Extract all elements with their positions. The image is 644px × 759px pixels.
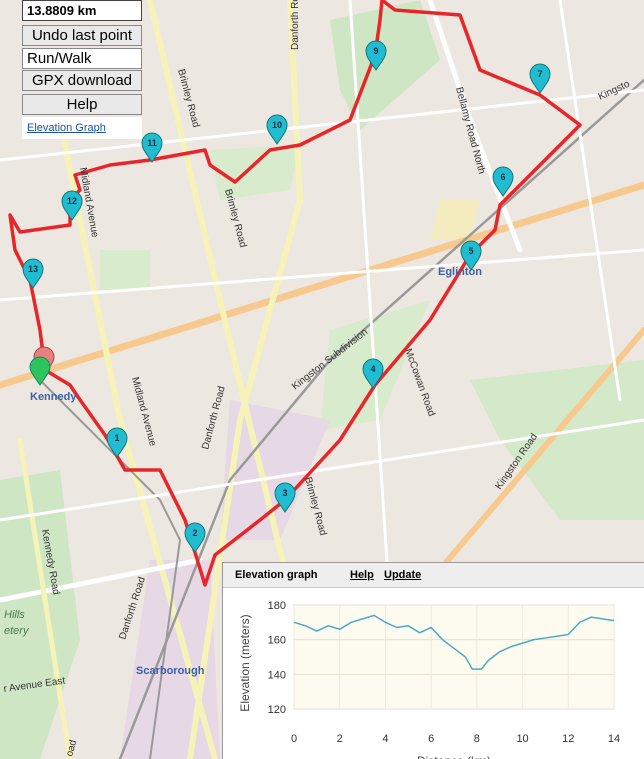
route-marker [61,190,83,221]
panel-header: Elevation graph Help Update [223,563,644,588]
x-tick-label: 0 [291,733,297,745]
x-tick-label: 10 [516,733,528,745]
marker-number: 10 [272,120,282,130]
x-axis-title: Distance (km) [417,754,491,759]
place-label: Kennedy [30,391,77,403]
route-marker [266,114,288,145]
x-tick-label: 4 [382,733,388,745]
route-marker [492,166,514,197]
route-marker [184,522,206,553]
route-marker [362,358,384,389]
route-marker [529,63,551,94]
place-label: Eglinton [438,266,482,278]
start-end-markers [29,346,55,386]
gpx-button[interactable]: GPX download [22,70,142,91]
place-label: Hills [4,609,25,621]
marker-number: 6 [500,172,505,182]
route-marker [460,240,482,271]
panel-title: Elevation graph [235,569,318,581]
marker-number: 7 [537,69,542,79]
y-tick-label: 180 [268,600,286,612]
marker-number: 12 [67,196,77,206]
marker-number: 11 [147,138,157,148]
plot-area [293,604,615,710]
marker-number: 5 [468,246,473,256]
elevation-line [293,614,615,670]
marker-number: 3 [282,488,287,498]
marker-number: 9 [373,46,378,56]
mode-select[interactable]: Run/Walk [22,48,142,69]
marker-number: 1 [114,433,119,443]
panel-help[interactable]: Help [350,569,374,581]
y-axis-title: Elevation (meters) [238,614,252,711]
marker-number: 13 [28,264,38,274]
route-marker [22,258,44,289]
road-label: Danforth Road [290,0,301,50]
x-tick-label: 2 [337,733,343,745]
place-label: Scarborough [136,665,205,677]
route-marker [274,482,296,513]
marker-number: 4 [370,364,375,374]
x-tick-label: 8 [474,733,480,745]
marker-number: 2 [192,528,197,538]
x-tick-label: 14 [608,733,620,745]
elevation-link[interactable]: Elevation Graph [22,117,142,139]
y-tick-label: 140 [268,669,286,681]
y-tick-label: 160 [268,635,286,647]
y-tick-label: 120 [268,704,286,716]
distance-display: 13.8809 km [22,0,142,21]
x-tick-label: 6 [428,733,434,745]
route-marker [106,427,128,458]
elevation-chart: 120 140 160 180 0 2 4 6 8 10 12 14 Elevation (meters… [238,600,620,759]
route-marker [141,132,163,163]
elevation-panel: Elevation graph Help Update 120 140 160 180… [222,562,644,759]
undo-button[interactable]: Undo last point [22,25,142,46]
road-label: oad [64,739,79,758]
panel-update[interactable]: Update [384,569,422,581]
route-marker [365,40,387,71]
x-tick-label: 12 [562,733,574,745]
help-button[interactable]: Help [22,94,142,115]
place-label: etery [4,625,30,637]
